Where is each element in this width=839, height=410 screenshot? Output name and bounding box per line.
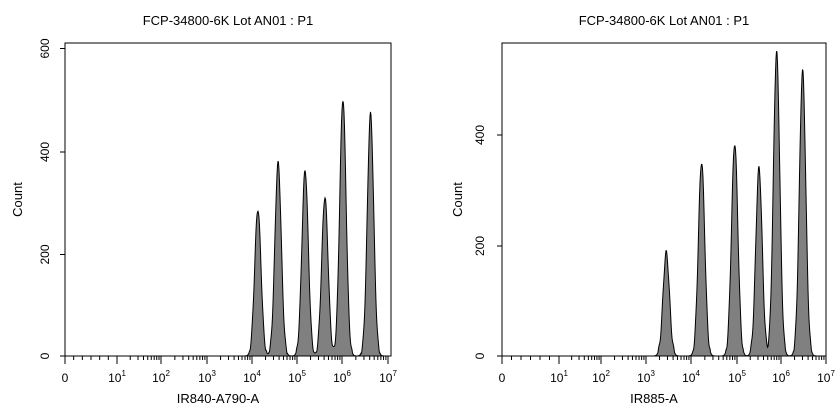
y-axis-label: Count [450,182,465,217]
x-tick-label: 103 [198,369,216,385]
histogram-panel-2: FCP-34800-6K Lot AN01 : P1 0 200 400 Count 0 1… [450,13,835,406]
histogram-fill [502,51,826,356]
x-tick-label: 107 [379,369,397,385]
x-axis-label: IR885-A [630,391,678,406]
x-tick-label: 106 [772,369,790,385]
x-tick-label: 103 [637,369,655,385]
x-tick-label: 107 [817,369,835,385]
y-tick-label: 600 [38,38,52,58]
x-tick-label: 102 [592,369,610,385]
histogram-panel-1: FCP-34800-6K Lot AN01 : P1 0 200 400 600 Coun… [10,13,397,406]
x-tick-label: 106 [333,369,351,385]
x-tick-label: 0 [499,371,506,385]
x-tick-label: 104 [682,369,700,385]
x-tick-label: 101 [108,369,126,385]
x-tick-label: 104 [243,369,261,385]
x-axis-label: IR840-A790-A [177,391,260,406]
y-axis-label: Count [10,182,25,217]
y-tick-label: 0 [473,352,487,359]
plot-frame [501,42,827,357]
chart-title: FCP-34800-6K Lot AN01 : P1 [579,13,750,28]
histogram-fill [65,101,391,356]
x-tick-label: 105 [288,369,306,385]
chart-title: FCP-34800-6K Lot AN01 : P1 [143,13,314,28]
y-tick-label: 0 [38,352,52,359]
y-tick-label: 400 [38,142,52,162]
x-tick-label: 102 [152,369,170,385]
x-tick-label: 101 [550,369,568,385]
y-tick-label: 200 [473,236,487,256]
x-tick-label: 0 [62,371,69,385]
y-tick-label: 400 [473,125,487,145]
x-tick-label: 105 [728,369,746,385]
y-tick-label: 200 [38,244,52,264]
